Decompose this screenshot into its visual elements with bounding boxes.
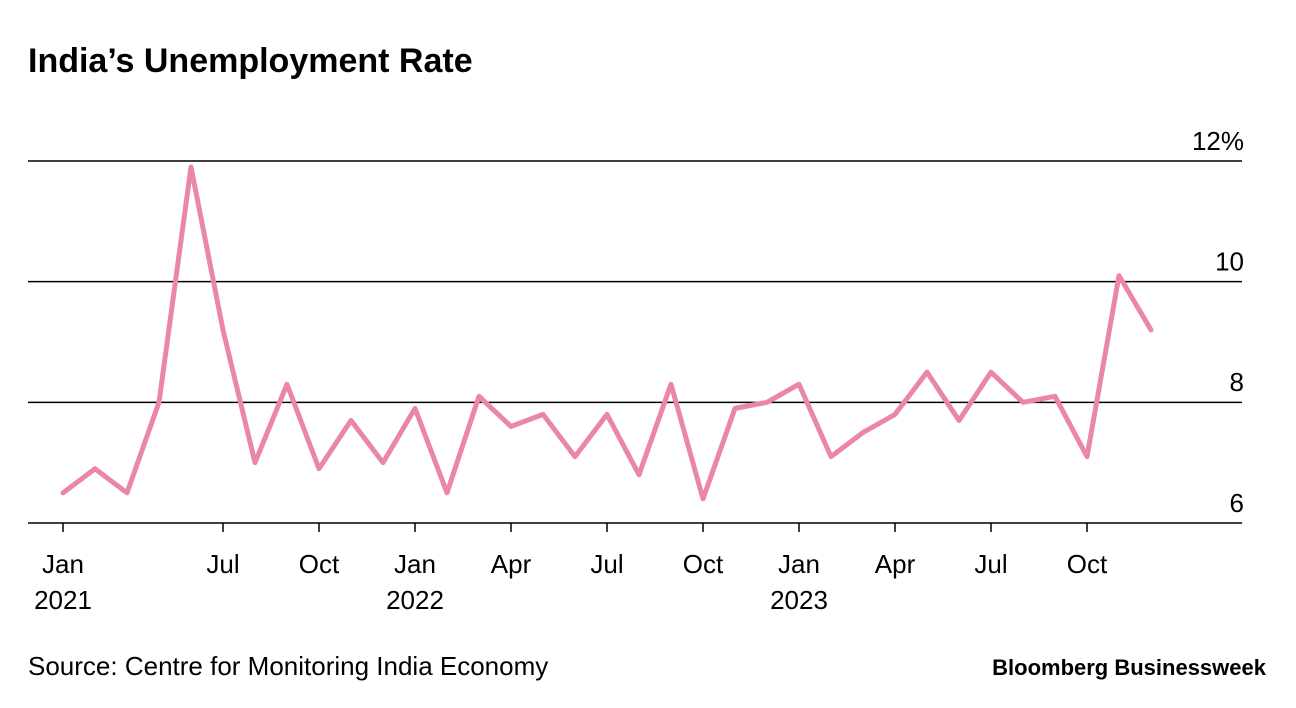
x-tick-label: Jan 2023 — [770, 549, 828, 615]
chart-title: India’s Unemployment Rate — [28, 42, 473, 80]
x-tick-label: Oct — [298, 549, 340, 579]
x-tick-label: Apr — [874, 549, 916, 579]
y-tick-label: 10 — [1215, 247, 1244, 277]
x-tick-label: Apr — [490, 549, 532, 579]
x-tick-label: Jul — [206, 549, 240, 579]
x-tick-label: Jul — [974, 549, 1008, 579]
x-tick-label: Jan 2021 — [34, 549, 92, 615]
x-tick-label: Oct — [1066, 549, 1108, 579]
x-tick-label: Oct — [682, 549, 724, 579]
x-tick-label: Jul — [590, 549, 624, 579]
line-series — [60, 164, 1154, 502]
y-tick-label: 8 — [1230, 367, 1244, 397]
x-tick-label: Jan 2022 — [386, 549, 444, 615]
source: Source: Centre for Monitoring India Econ… — [28, 651, 548, 681]
y-tick-label: 12% — [1192, 126, 1244, 156]
y-tick-label: 6 — [1230, 488, 1244, 518]
brand: Bloomberg Businessweek — [992, 655, 1267, 680]
